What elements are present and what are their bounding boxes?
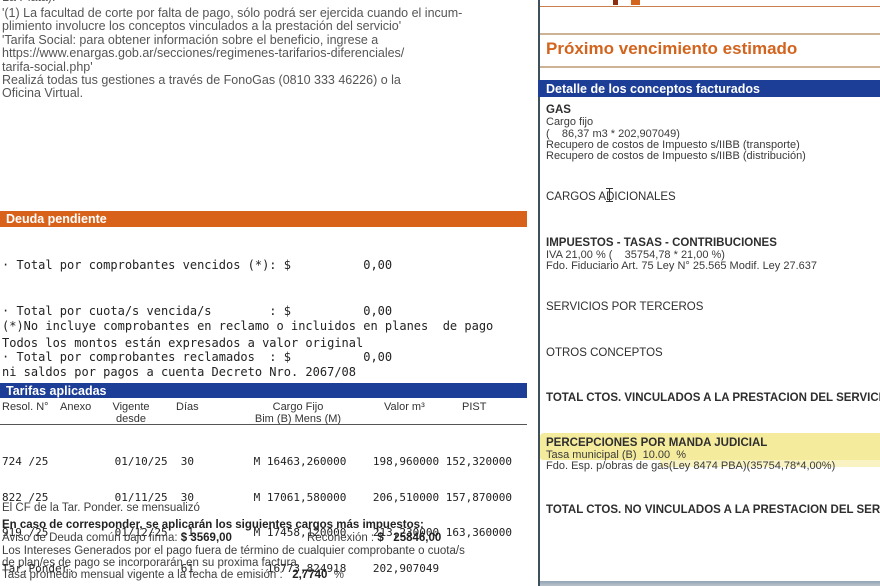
- charges-amounts-line: Aviso de Deuda común bajo firma: $ 3569,…: [2, 532, 441, 544]
- section-title: Deuda pendiente: [6, 212, 107, 226]
- impuestos-section-title: IMPUESTOS - TASAS - CONTRIBUCIONES: [546, 237, 777, 249]
- deuda-note-line: (*)No incluye comprobantes en reclamo o …: [2, 319, 494, 333]
- notice-line: Realizá todas tus gestiones a través de …: [2, 73, 401, 88]
- reconexion-amount: $ 25846,00: [377, 532, 442, 544]
- deuda-pendiente-header: Deuda pendiente: [0, 211, 527, 227]
- percepciones-title: PERCEPCIONES POR MANDA JUDICIAL: [546, 437, 768, 449]
- notice-line: '(1) La facultad de corte por falta de p…: [2, 6, 463, 20]
- clipped-heading-fragment: [631, 0, 640, 5]
- reconexion-group: Reconexión : $ 25846,00: [307, 532, 441, 544]
- col-header-resol: Resol. N°: [2, 401, 49, 413]
- charges-title: En caso de corresponder, se aplicarán lo…: [2, 519, 424, 531]
- tasa-unit: %: [327, 569, 345, 581]
- proximo-box-divider: [540, 66, 880, 68]
- gas-line: Cargo fijo: [546, 116, 594, 128]
- detalle-conceptos-header: Detalle de los conceptos facturados: [538, 80, 880, 97]
- col-header-cargo-fijo: Cargo Fijo: [272, 401, 324, 413]
- tasa-label: Tasa promedio mensual vigente a la fecha…: [2, 569, 293, 581]
- servicios-terceros-title: SERVICIOS POR TERCEROS: [546, 301, 704, 313]
- deuda-total-row: · Total por cuota/s vencida/s : $ 0,00: [2, 304, 393, 318]
- table-header-divider: [0, 424, 527, 425]
- text-cursor-icon: [605, 187, 614, 203]
- tarifas-aplicadas-header: Tarifas aplicadas: [0, 383, 527, 398]
- table-row: 822 /25 01/11/25 30 M 17061,580000 206,5…: [2, 490, 512, 504]
- notice-line: Oficina Virtual.: [2, 86, 84, 101]
- section-title: Detalle de los conceptos facturados: [546, 81, 760, 96]
- gas-line: Recupero de costos de Impuesto s/IIBB (t…: [546, 138, 800, 151]
- reconexion-label: Reconexión :: [307, 532, 378, 544]
- percepciones-line: Tasa municipal (B) 10.00 %: [546, 448, 687, 461]
- total-vinculados-line: TOTAL CTOS. VINCULADOS A LA PRESTACION D…: [546, 392, 880, 404]
- gas-line: Recupero de costos de Impuesto s/IIBB (d…: [546, 149, 806, 162]
- col-header-bim-mens: Bim (B) Mens (M): [254, 413, 342, 425]
- col-header-dias: Días: [176, 401, 199, 413]
- percepciones-line: Fdo. Esp. p/obras de gas(Ley 8474 PBA)(3…: [546, 459, 836, 472]
- tarifas-table-rows: 724 /25 01/10/25 30 M 16463,260000 198,9…: [2, 432, 512, 586]
- col-header-desde: desde: [116, 413, 146, 425]
- highlight-marker: [540, 433, 880, 460]
- tasa-value: 2,7740: [292, 569, 328, 581]
- highlight-marker: [660, 459, 880, 467]
- deuda-disclaimer: Todos los montos están expresados a valo…: [2, 336, 364, 350]
- table-row: Tar.Ponder. 61 16773,824918 202,907049: [2, 561, 440, 575]
- total-no-vinculados-line: TOTAL CTOS. NO VINCULADOS A LA PRESTACIO…: [546, 504, 880, 516]
- deuda-total-row: · Total por comprobantes reclamados : $ …: [2, 350, 393, 364]
- interest-note-line: de plan/es de pago se incorporarán en su…: [2, 557, 300, 569]
- deuda-total-row: · Total por comprobantes vencidos (*): $…: [2, 258, 393, 272]
- table-row: 919 /25 01/12/25 1 M 17458,120000 213,23…: [2, 526, 512, 540]
- col-header-valor-m3: Valor m³: [384, 401, 425, 413]
- col-header-pist: PIST: [462, 401, 487, 413]
- aviso-deuda-label: Aviso de Deuda común bajo firma:: [2, 532, 181, 544]
- right-panel-border: [538, 0, 540, 586]
- deuda-note-line: ni saldos por pagos a cuenta Decreto Nro…: [2, 365, 357, 379]
- notice-line-url: tarifa-social.php': [2, 59, 93, 74]
- table-row: 724 /25 01/10/25 30 M 16463,260000 198,9…: [2, 454, 512, 468]
- aviso-deuda-amount: $ 3569,00: [180, 532, 232, 544]
- deuda-notes: (*)No incluye comprobantes en reclamo o …: [2, 291, 493, 411]
- notice-line: plimiento involucre los conceptos vincul…: [2, 19, 402, 34]
- impuestos-line: Fdo. Fiduciario Art. 75 Ley N° 25.565 Mo…: [546, 259, 817, 272]
- impuestos-line: IVA 21,00 % ( 35754,78 * 21,00 %): [546, 248, 725, 261]
- clipped-text-top: La Plata).: [2, 0, 56, 4]
- col-header-anexo: Anexo: [60, 401, 92, 413]
- otros-conceptos-title: OTROS CONCEPTOS: [546, 347, 663, 359]
- col-header-vigente: Vigente: [112, 401, 150, 413]
- notice-line: 'Tarifa Social: para obtener información…: [2, 32, 379, 47]
- cf-note: El CF de la Tar. Ponder. se mensualizó: [2, 502, 200, 514]
- gas-line: ( 86,37 m3 * 202,907049): [546, 127, 680, 140]
- tasa-promedio-line: Tasa promedio mensual vigente a la fecha…: [2, 569, 344, 581]
- notices-paragraph: '(1) La facultad de corte por falta de p…: [2, 6, 463, 101]
- section-title: Tarifas aplicadas: [6, 383, 107, 398]
- proximo-vencimiento-title: Próximo vencimiento estimado: [546, 39, 798, 58]
- notice-line-url: https://www.enargas.gob.ar/secciones/reg…: [2, 46, 405, 61]
- next-section-edge: [540, 581, 880, 586]
- interest-note-line: Los Intereses Generados por el pago fuer…: [2, 545, 465, 557]
- clipped-heading-fragment: [613, 0, 618, 5]
- cargos-adicionales-title: CARGOS ADICIONALES: [546, 191, 676, 203]
- top-box-divider: [540, 33, 880, 35]
- gas-section-title: GAS: [546, 104, 571, 116]
- deuda-totals: · Total por comprobantes vencidos (*): $…: [2, 230, 392, 396]
- top-box-divider: [540, 6, 880, 7]
